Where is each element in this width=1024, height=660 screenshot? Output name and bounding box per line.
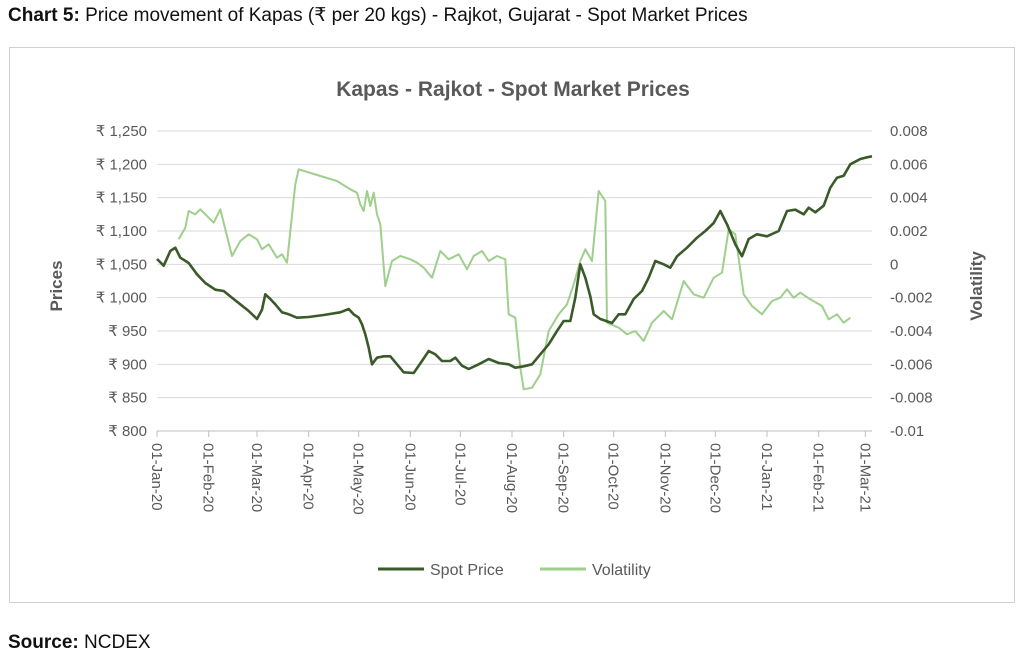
y2-tick-label: -0.008 [890, 390, 933, 407]
legend-label-volatility: Volatility [592, 562, 651, 579]
caption-prefix: Chart 5: [8, 5, 80, 26]
x-axis-ticks: 01-Jan-20 01-Feb-20 01-Mar-20 01-Apr-20 01-M… [148, 430, 873, 515]
source-note: Source: NCDEX [8, 632, 151, 654]
y-tick-label: ₹ 1,050 [96, 256, 147, 273]
chart-title: Kapas - Rajkot - Spot Market Prices [336, 78, 690, 101]
y2-tick-label: -0.002 [890, 290, 933, 307]
y-tick-label: ₹ 1,000 [96, 290, 147, 307]
chart-frame: ₹ 800 ₹ 850 ₹ 900 ₹ 950 ₹ 1,000 ₹ 1,050 ₹ 1,10… [9, 47, 1015, 603]
x-tick-label: 01-May-20 [350, 443, 367, 515]
x-tick-label: 01-Jan-20 [148, 443, 165, 511]
source-prefix: Source: [8, 632, 79, 653]
source-text: NCDEX [78, 632, 151, 653]
left-axis-ticks: ₹ 800 ₹ 850 ₹ 900 ₹ 950 ₹ 1,000 ₹ 1,050 ₹ 1,10… [96, 123, 147, 440]
x-tick-label: 01-Jun-20 [401, 443, 418, 511]
x-tick-label: 01-Mar-21 [856, 443, 873, 512]
gridlines [157, 130, 872, 432]
y2-tick-label: -0.01 [890, 423, 924, 440]
x-tick-label: 01-Oct-20 [605, 443, 622, 510]
series-line-spot-price [156, 155, 873, 375]
x-tick-label: 01-Sep-20 [555, 443, 572, 513]
x-tick-label: 01-Dec-20 [706, 443, 723, 513]
y-tick-label: ₹ 850 [108, 390, 147, 407]
caption-text: Price movement of Kapas (₹ per 20 kgs) -… [79, 5, 748, 26]
y-tick-label: ₹ 1,150 [96, 190, 147, 207]
y-tick-label: ₹ 1,100 [96, 223, 147, 240]
legend: Spot Price Volatility [378, 562, 651, 579]
x-tick-label: 01-Apr-20 [300, 443, 317, 510]
legend-label-spot-price: Spot Price [430, 562, 504, 579]
y2-tick-label: 0.008 [890, 123, 928, 140]
y-axis-title: Prices [47, 260, 66, 311]
y-tick-label: ₹ 950 [108, 323, 147, 340]
x-tick-label: 01-Jul-20 [451, 443, 468, 506]
y2-tick-label: -0.004 [890, 323, 933, 340]
y2-tick-label: 0.002 [890, 223, 928, 240]
x-tick-label: 01-Feb-20 [200, 443, 217, 512]
y2-tick-label: 0.004 [890, 190, 928, 207]
right-axis-ticks: -0.01 -0.008 -0.006 -0.004 -0.002 0 0.002 0.004… [890, 123, 933, 440]
y-tick-label: ₹ 1,250 [96, 123, 147, 140]
y-tick-label: ₹ 1,200 [96, 156, 147, 173]
x-tick-label: 01-Feb-21 [810, 443, 827, 512]
series-lines [156, 155, 873, 391]
y2-tick-label: -0.006 [890, 356, 933, 373]
chart-caption: Chart 5: Price movement of Kapas (₹ per … [8, 4, 748, 27]
x-tick-label: 01-Nov-20 [656, 443, 673, 513]
x-tick-label: 01-Aug-20 [503, 443, 520, 513]
x-tick-label: 01-Mar-20 [248, 443, 265, 512]
line-chart: ₹ 800 ₹ 850 ₹ 900 ₹ 950 ₹ 1,000 ₹ 1,050 ₹ 1,10… [47, 78, 986, 579]
series-line-volatility [177, 168, 851, 391]
y-tick-label: ₹ 900 [108, 356, 147, 373]
y2-axis-title: Volatility [967, 251, 986, 321]
x-tick-label: 01-Jan-21 [758, 443, 775, 511]
y-tick-label: ₹ 800 [108, 423, 147, 440]
y2-tick-label: 0 [890, 256, 898, 273]
y2-tick-label: 0.006 [890, 156, 928, 173]
